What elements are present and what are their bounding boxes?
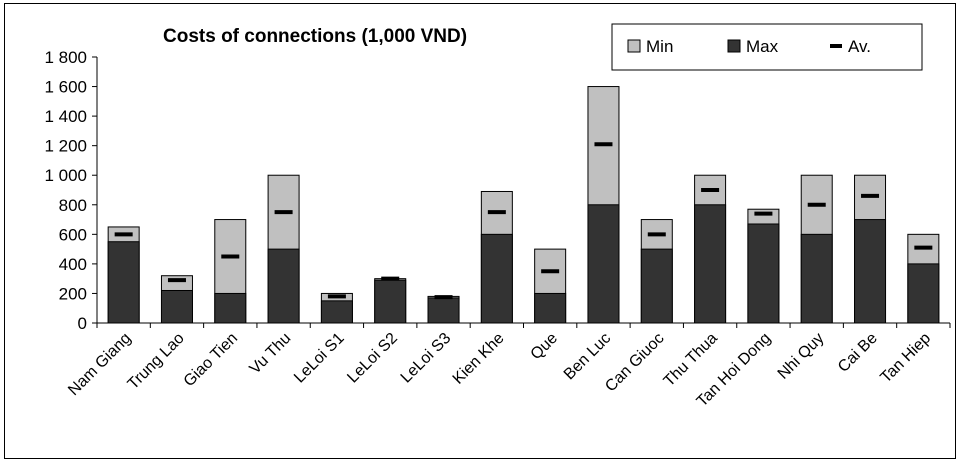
legend-swatch bbox=[727, 39, 741, 53]
chart-frame bbox=[4, 3, 956, 459]
bar-base bbox=[640, 248, 673, 324]
x-tick-label: Nam Giang bbox=[65, 330, 134, 399]
x-tick-label: Nhi Quy bbox=[775, 330, 828, 383]
bar-base bbox=[694, 204, 727, 324]
x-tick-label: Trung Lao bbox=[125, 330, 188, 393]
legend-label: Max bbox=[746, 37, 779, 56]
x-tick-label: Cai Be bbox=[835, 330, 881, 376]
legend: Min Max Av. bbox=[611, 23, 923, 71]
x-tick-label: Que bbox=[528, 330, 561, 363]
chart-title: Costs of connections (1,000 VND) bbox=[163, 26, 467, 47]
y-tick-label: 200 bbox=[59, 284, 87, 303]
x-tick-label: Kien Khe bbox=[450, 330, 508, 388]
bar-base bbox=[480, 233, 513, 324]
bar-base bbox=[107, 241, 140, 324]
average-markers bbox=[114, 142, 933, 300]
x-tick-label: LeLoi S1 bbox=[291, 330, 348, 387]
bar-base bbox=[214, 292, 247, 324]
y-tick-label: 400 bbox=[59, 255, 87, 274]
legend-label: Min bbox=[646, 37, 673, 56]
x-tick-label: Ben Luc bbox=[561, 330, 615, 384]
bar-base bbox=[800, 233, 833, 324]
x-tick-label: Vu Thu bbox=[247, 330, 295, 378]
bar-base bbox=[267, 248, 300, 324]
legend-label: Av. bbox=[848, 37, 871, 56]
y-tick-label: 1 400 bbox=[44, 107, 87, 126]
y-tick-label: 0 bbox=[78, 314, 87, 333]
y-tick-label: 1 600 bbox=[44, 78, 87, 97]
bar-base bbox=[907, 263, 940, 324]
bar-base bbox=[747, 223, 780, 324]
bar-base bbox=[160, 289, 193, 324]
y-tick-labels: 0 200 400 600 800 1 000 1 200 1 400 1 600 1 800 bbox=[44, 48, 87, 333]
y-tick-label: 1 000 bbox=[44, 166, 87, 185]
x-tick-label: LeLoi S3 bbox=[398, 330, 455, 387]
y-tick-label: 1 200 bbox=[44, 137, 87, 156]
bar-base bbox=[320, 300, 353, 324]
legend-box bbox=[611, 23, 923, 71]
chart-bars bbox=[107, 86, 940, 324]
y-tick-label: 1 800 bbox=[44, 48, 87, 67]
bar-base bbox=[427, 297, 460, 324]
x-tick-label: LeLoi S2 bbox=[344, 330, 401, 387]
legend-swatch bbox=[627, 39, 641, 53]
bar-base bbox=[854, 219, 887, 324]
x-tick-label: Tan Hiep bbox=[877, 330, 934, 387]
bar-base bbox=[534, 292, 567, 324]
x-tick-label: Giao Tien bbox=[181, 330, 241, 390]
y-tick-label: 800 bbox=[59, 196, 87, 215]
bar-base bbox=[587, 204, 620, 324]
bar-base bbox=[374, 279, 407, 324]
y-tick-label: 600 bbox=[59, 225, 87, 244]
